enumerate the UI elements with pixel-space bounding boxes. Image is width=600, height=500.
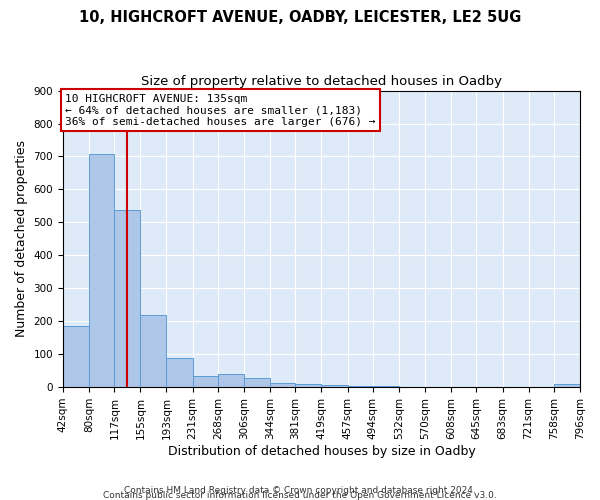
Y-axis label: Number of detached properties: Number of detached properties	[15, 140, 28, 338]
X-axis label: Distribution of detached houses by size in Oadby: Distribution of detached houses by size …	[167, 444, 475, 458]
Bar	[218, 374, 244, 387]
Bar	[322, 385, 347, 387]
Bar	[193, 376, 218, 387]
Text: Contains public sector information licensed under the Open Government Licence v3: Contains public sector information licen…	[103, 490, 497, 500]
Bar	[270, 383, 295, 387]
Bar	[347, 386, 373, 387]
Bar	[295, 384, 322, 387]
Bar	[89, 154, 115, 387]
Text: 10 HIGHCROFT AVENUE: 135sqm
← 64% of detached houses are smaller (1,183)
36% of : 10 HIGHCROFT AVENUE: 135sqm ← 64% of det…	[65, 94, 376, 126]
Title: Size of property relative to detached houses in Oadby: Size of property relative to detached ho…	[141, 75, 502, 88]
Bar	[63, 326, 89, 387]
Bar	[140, 314, 166, 387]
Bar	[373, 386, 399, 387]
Bar	[115, 210, 140, 387]
Bar	[166, 358, 193, 387]
Bar	[244, 378, 270, 387]
Bar	[554, 384, 580, 387]
Text: Contains HM Land Registry data © Crown copyright and database right 2024.: Contains HM Land Registry data © Crown c…	[124, 486, 476, 495]
Text: 10, HIGHCROFT AVENUE, OADBY, LEICESTER, LE2 5UG: 10, HIGHCROFT AVENUE, OADBY, LEICESTER, …	[79, 10, 521, 25]
